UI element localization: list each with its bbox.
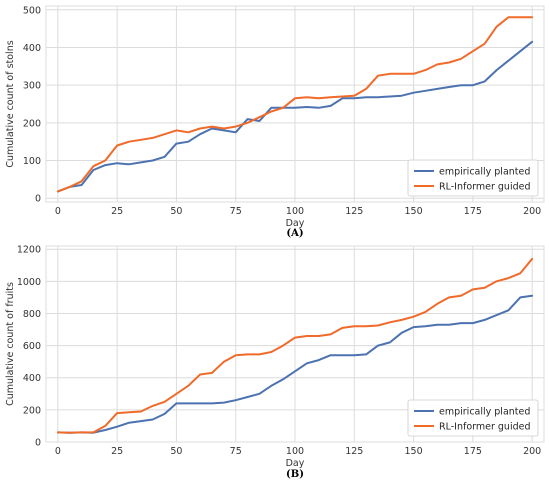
panel-caption: (A) xyxy=(286,228,303,239)
chart-panel-a: 0 25 50 75 100 125 150 175 200 0 100 200 300 400 500 Da… xyxy=(5,5,545,239)
y-tick-label: 0 xyxy=(35,194,41,205)
legend: empirically planted RL-Informer guided xyxy=(407,159,539,197)
x-axis-label: Day xyxy=(286,458,305,469)
x-tick-label: 175 xyxy=(464,206,482,217)
x-tick-label: 0 xyxy=(55,206,61,217)
legend-label: RL-Informer guided xyxy=(439,182,531,193)
x-tick-label: 50 xyxy=(170,206,182,217)
x-tick-label: 25 xyxy=(111,446,123,457)
x-tick-label: 0 xyxy=(55,446,61,457)
y-tick-label: 0 xyxy=(35,438,41,449)
legend: empirically planted RL-Informer guided xyxy=(407,399,539,437)
y-tick-label: 100 xyxy=(23,156,41,167)
y-tick-label: 1200 xyxy=(17,245,41,256)
panel-caption: (B) xyxy=(286,469,304,480)
x-tick-label: 25 xyxy=(111,206,123,217)
x-tick-label: 200 xyxy=(523,446,541,457)
legend-label: empirically planted xyxy=(439,407,530,418)
x-tick-label: 75 xyxy=(230,446,242,457)
y-tick-label: 800 xyxy=(23,309,41,320)
y-tick-label: 1000 xyxy=(17,277,41,288)
series-line-rl-informer-guided xyxy=(56,257,534,434)
legend-label: empirically planted xyxy=(439,167,530,178)
chart-panel-b: 0 25 50 75 100 125 150 175 200 0 200 400 600 800 1000 1… xyxy=(5,245,545,480)
y-tick-label: 200 xyxy=(23,118,41,129)
y-tick-label: 200 xyxy=(23,405,41,416)
x-tick-label: 200 xyxy=(523,206,541,217)
y-axis-label: Cumulative count of stolns xyxy=(5,40,16,167)
x-tick-label: 125 xyxy=(345,446,363,457)
x-axis-label: Day xyxy=(286,218,305,229)
x-tick-label: 150 xyxy=(405,206,423,217)
x-tick-label: 50 xyxy=(170,446,182,457)
y-axis-label: Cumulative count of fruits xyxy=(5,282,16,406)
y-tick-label: 500 xyxy=(23,5,41,16)
x-tick-label: 100 xyxy=(286,446,304,457)
legend-box xyxy=(407,159,539,197)
legend-label: RL-Informer guided xyxy=(439,422,531,433)
y-tick-label: 300 xyxy=(23,81,41,92)
y-tick-label: 400 xyxy=(23,373,41,384)
y-tick-label: 400 xyxy=(23,43,41,54)
x-tick-label: 175 xyxy=(464,446,482,457)
y-tick-label: 600 xyxy=(23,341,41,352)
series-line-empirically-planted xyxy=(56,40,534,193)
x-tick-label: 125 xyxy=(345,206,363,217)
x-tick-label: 150 xyxy=(405,446,423,457)
x-tick-label: 100 xyxy=(286,206,304,217)
series-line-empirically-planted xyxy=(56,294,534,434)
x-tick-label: 75 xyxy=(230,206,242,217)
series-line-rl-informer-guided xyxy=(56,16,534,193)
legend-box xyxy=(407,399,539,437)
